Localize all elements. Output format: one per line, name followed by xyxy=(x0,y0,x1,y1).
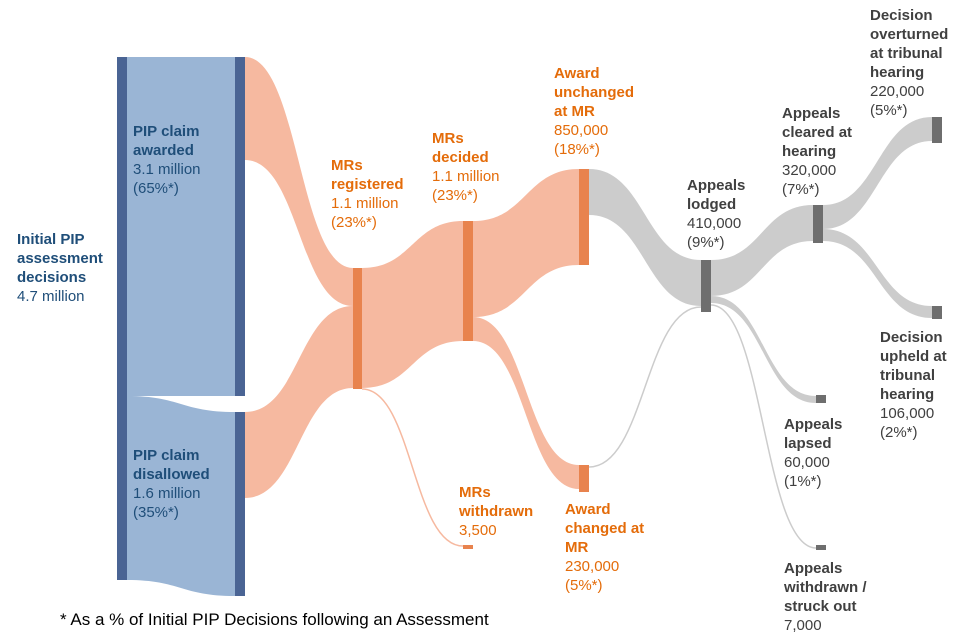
node-appeals-withdrawn xyxy=(816,545,826,550)
label-appeals-lodged: Appeals lodged 410,000 (9%*) xyxy=(687,176,745,252)
upheld-value: 106,000 (2%*) xyxy=(880,405,935,441)
label-claim-awarded: PIP claim awarded 3.1 million (65%*) xyxy=(133,122,201,198)
flow-lodged-to-cleared xyxy=(711,205,813,296)
node-initial-decisions xyxy=(117,57,127,580)
flow-changed-to-lodged xyxy=(588,306,702,468)
label-appeals-cleared: Appeals cleared at hearing 320,000 (7%*) xyxy=(782,104,852,199)
label-initial-decisions: Initial PIP assessment decisions 4.7 mil… xyxy=(17,230,103,306)
flow-lodged-to-withdrawn xyxy=(710,304,817,549)
label-award-changed: Award changed at MR 230,000 (5%*) xyxy=(565,500,644,595)
flow-awarded-to-mrs xyxy=(245,57,353,306)
node-appeals-lapsed xyxy=(816,395,826,403)
flow-unchanged-to-lodged xyxy=(589,169,701,306)
flow-lodged-to-lapsed xyxy=(711,296,816,403)
appeals-cleared-value: 320,000 (7%*) xyxy=(782,162,837,198)
mrs-decided-value: 1.1 million (23%*) xyxy=(432,168,500,204)
node-mrs-registered xyxy=(353,268,362,389)
awarded-title: PIP claim awarded xyxy=(133,123,200,159)
upheld-title: Decision upheld at tribunal hearing xyxy=(880,329,947,403)
node-mrs-withdrawn xyxy=(463,545,473,549)
mrs-decided-title: MRs decided xyxy=(432,130,489,166)
award-unchanged-title: Award unchanged at MR xyxy=(554,65,635,120)
awarded-value: 3.1 million (65%*) xyxy=(133,161,201,197)
flow-mrs-to-withdrawn xyxy=(361,388,464,547)
flow-cleared-to-overturned xyxy=(823,117,932,229)
award-unchanged-value: 850,000 (18%*) xyxy=(554,122,609,158)
sankey-flows xyxy=(127,57,932,596)
label-appeals-lapsed: Appeals lapsed 60,000 (1%*) xyxy=(784,415,842,491)
node-award-unchanged xyxy=(579,169,589,265)
initial-value: 4.7 million xyxy=(17,288,85,305)
node-appeals-lodged xyxy=(701,260,711,312)
award-changed-title: Award changed at MR xyxy=(565,501,645,556)
appeals-withdrawn-value: 7,000 xyxy=(784,617,822,634)
appeals-cleared-title: Appeals cleared at hearing xyxy=(782,105,853,160)
footnote: * As a % of Initial PIP Decisions follow… xyxy=(60,610,489,629)
node-mrs-decided xyxy=(463,221,473,341)
disallowed-value: 1.6 million (35%*) xyxy=(133,485,201,521)
mrs-withdrawn-title: MRs withdrawn xyxy=(459,484,534,520)
appeals-lodged-value: 410,000 (9%*) xyxy=(687,215,742,251)
flow-mrs-to-decided xyxy=(362,221,463,388)
label-mrs-registered: MRs registered 1.1 million (23%*) xyxy=(331,156,404,232)
disallowed-title: PIP claim disallowed xyxy=(133,447,210,483)
appeals-lodged-title: Appeals lodged xyxy=(687,177,746,213)
mrs-registered-value: 1.1 million (23%*) xyxy=(331,195,399,231)
label-claim-disallowed: PIP claim disallowed 1.6 million (35%*) xyxy=(133,446,210,522)
node-claim-disallowed xyxy=(235,412,245,596)
node-decision-upheld xyxy=(932,306,942,319)
initial-title: Initial PIP assessment decisions xyxy=(17,231,103,286)
flow-disallowed-to-mrs xyxy=(245,306,353,498)
label-decision-overturned: Decision overturned at tribunal hearing … xyxy=(870,6,948,120)
node-decision-overturned xyxy=(932,117,942,143)
flow-initial-to-disallowed xyxy=(127,396,235,596)
label-decision-upheld: Decision upheld at tribunal hearing 106,… xyxy=(880,328,947,442)
award-changed-value: 230,000 (5%*) xyxy=(565,558,620,594)
flow-cleared-to-upheld xyxy=(823,229,932,318)
appeals-withdrawn-title: Appeals withdrawn / struck out xyxy=(784,560,867,615)
flow-decided-to-unchanged xyxy=(473,169,579,317)
node-award-changed xyxy=(579,465,589,492)
mrs-registered-title: MRs registered xyxy=(331,157,404,193)
label-mrs-decided: MRs decided 1.1 million (23%*) xyxy=(432,129,500,205)
label-award-unchanged: Award unchanged at MR 850,000 (18%*) xyxy=(554,64,634,159)
node-claim-awarded xyxy=(235,57,245,396)
label-appeals-withdrawn: Appeals withdrawn / struck out 7,000 xyxy=(784,559,867,635)
node-appeals-cleared xyxy=(813,205,823,243)
sankey-nodes xyxy=(117,57,942,596)
overturned-value: 220,000 (5%*) xyxy=(870,83,925,119)
appeals-lapsed-title: Appeals lapsed xyxy=(784,416,843,452)
flow-initial-to-awarded xyxy=(127,57,235,396)
overturned-title: Decision overturned at tribunal hearing xyxy=(870,7,949,81)
flow-decided-to-changed xyxy=(473,317,579,489)
mrs-withdrawn-value: 3,500 xyxy=(459,522,497,539)
label-mrs-withdrawn: MRs withdrawn 3,500 xyxy=(459,483,533,540)
appeals-lapsed-value: 60,000 (1%*) xyxy=(784,454,830,490)
